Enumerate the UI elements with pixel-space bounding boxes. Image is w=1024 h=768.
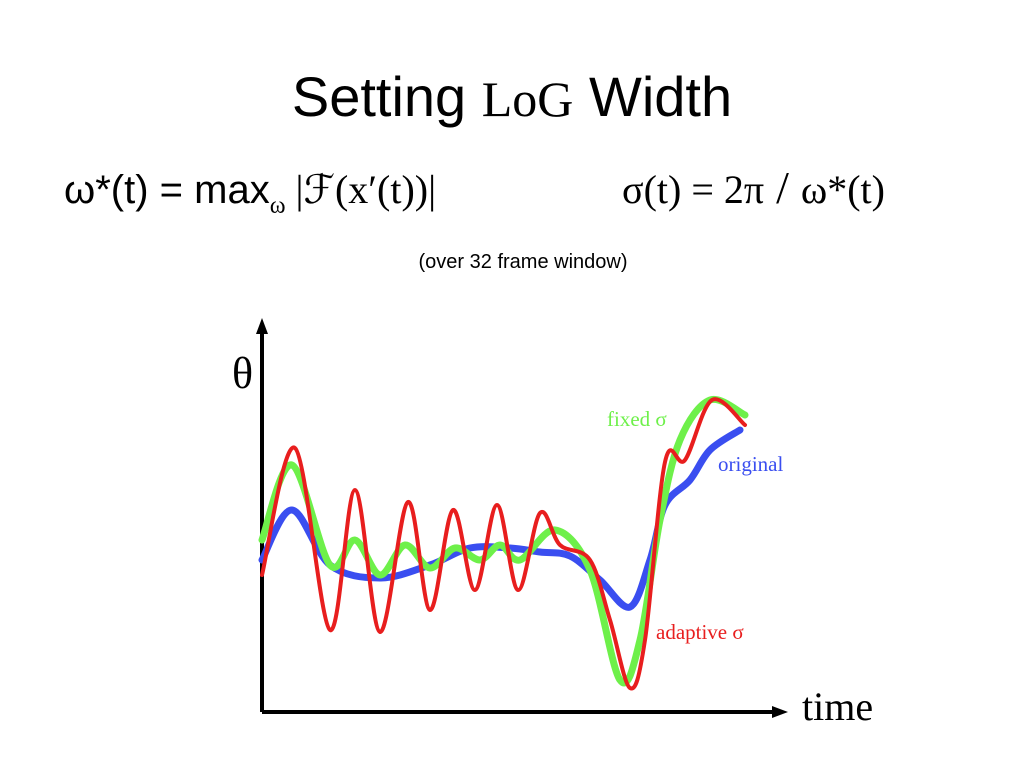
formula-part: ω*(t) = max [64, 168, 270, 212]
x-label: time [802, 684, 873, 729]
curve-label: adaptive σ [656, 620, 744, 644]
omega-formula: ω*(t) = maxω |ℱ(x′(t))| [64, 167, 436, 219]
formula-part: |ℱ(x′(t))| [286, 167, 437, 212]
formula-subscript: ω [270, 193, 286, 219]
adaptive-curve [260, 397, 747, 691]
formula-part: ω*(t) [801, 167, 885, 212]
x-arrow [772, 706, 788, 718]
note: (over 32 frame window) [419, 251, 628, 273]
formula-part: σ(t) = 2π [622, 167, 764, 212]
y-label: θ [232, 349, 253, 398]
fixed-curve [258, 395, 749, 687]
title-part: Width [573, 65, 732, 128]
title-part: Setting [292, 65, 482, 128]
slide-title: Setting LoG Width [292, 65, 732, 128]
plot: θ time fixed σ original adaptive σ [232, 318, 873, 729]
formula-part: / [776, 162, 789, 213]
y-arrow [256, 318, 268, 334]
curve-label: original [718, 452, 783, 476]
curve-label: fixed σ [607, 407, 667, 431]
sigma-formula: σ(t) = 2π / ω*(t) [622, 162, 885, 213]
title-part: LoG [482, 71, 574, 127]
